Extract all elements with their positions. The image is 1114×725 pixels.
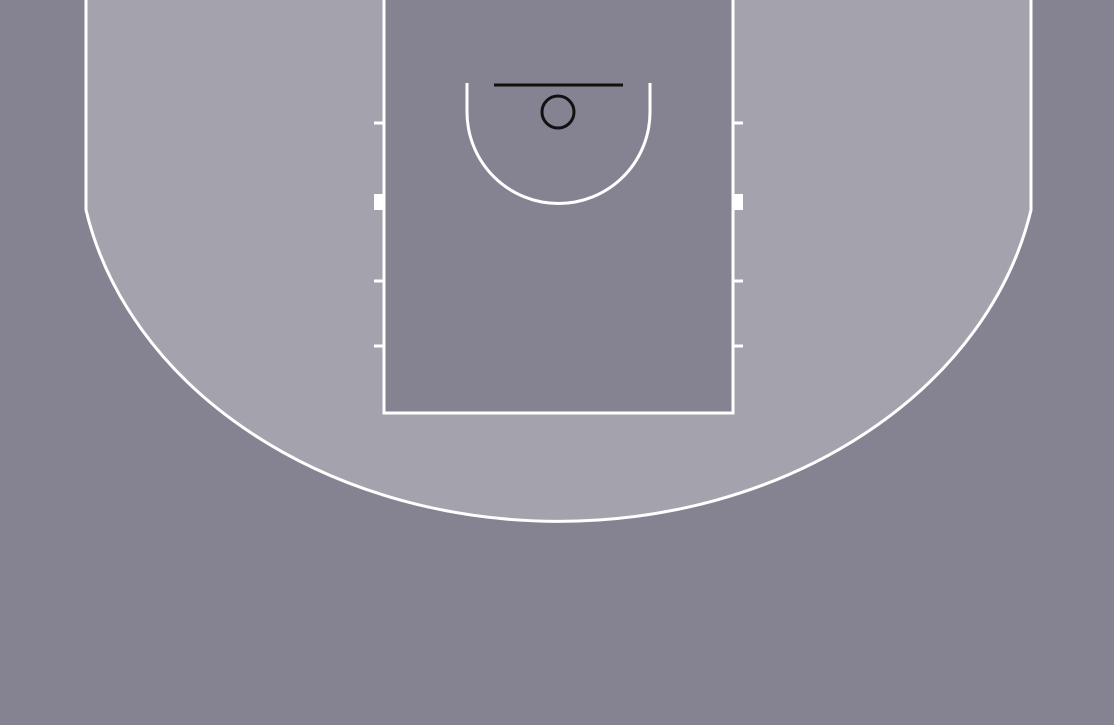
three-point-line — [84, 0, 1033, 523]
rim — [540, 94, 576, 130]
paint-area — [382, 0, 735, 415]
restricted-area-arc — [465, 83, 652, 205]
lane-block-left — [374, 194, 384, 210]
lane-block-right — [733, 194, 743, 210]
